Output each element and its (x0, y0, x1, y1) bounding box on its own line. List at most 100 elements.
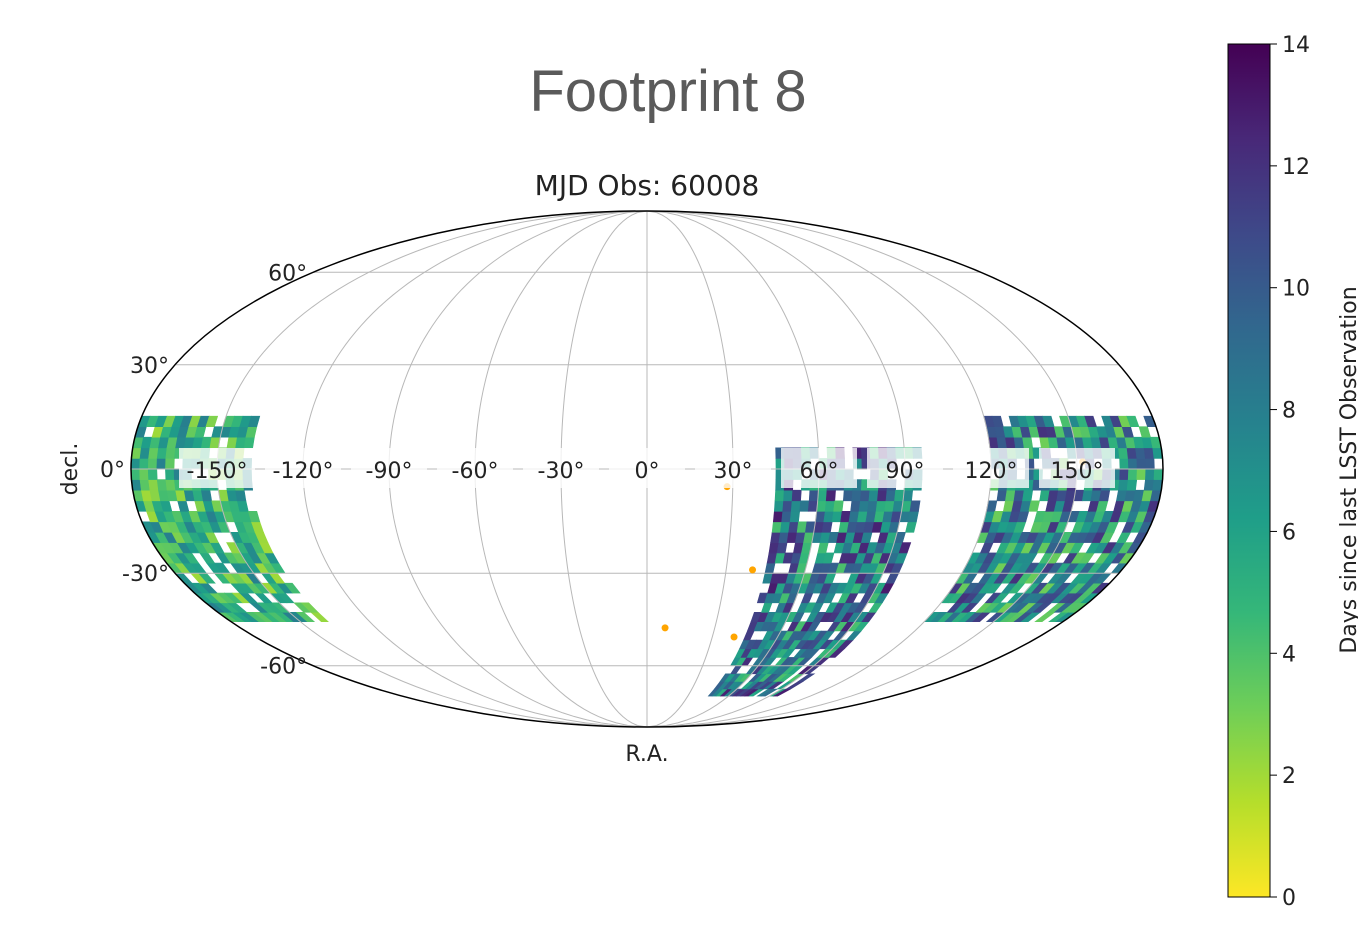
heatmap-cell (165, 468, 175, 480)
sky-boundary (130, 210, 1164, 728)
heatmap-cell (800, 592, 814, 604)
heatmap-cell (868, 489, 879, 502)
ra-tick-label: 120° (965, 459, 1018, 484)
heatmap-cell (817, 542, 829, 554)
colorbar-tick-label: 10 (1282, 277, 1310, 302)
ra-tick-label: 150° (1051, 459, 1104, 484)
heatmap-cell (799, 500, 810, 512)
dec-tick-label: -30° (122, 562, 169, 587)
heatmap-cell (807, 500, 819, 512)
heatmap-cell (1119, 458, 1129, 470)
figure-title: Footprint 8 (529, 59, 807, 124)
ra-tick-label: 0° (635, 459, 660, 484)
heatmap-cell (776, 542, 788, 554)
heatmap-cell (842, 489, 854, 502)
heatmap-cell (867, 500, 878, 512)
ra-tick-box (609, 448, 685, 488)
heatmap-cell (907, 510, 919, 523)
ra-tick-box (867, 448, 943, 488)
colorbar-ticks: 0 2 4 6 8 10 12 14 (1270, 33, 1310, 911)
heatmap-cell (1153, 468, 1163, 480)
ra-tick-label: 30° (714, 459, 753, 484)
heatmap-cell (1127, 468, 1138, 480)
heatmap-cell (845, 630, 862, 641)
heatmap-cell (833, 500, 844, 512)
heatmap-cell (300, 602, 319, 613)
colorbar-tick-label: 6 (1282, 520, 1296, 545)
heatmap-cell (165, 479, 176, 491)
y-axis-label: decl. (58, 443, 83, 496)
ra-tick-label: -90° (366, 459, 413, 484)
heatmap-cell (816, 500, 827, 512)
heatmap-cell (730, 665, 743, 675)
ra-tick-box (265, 448, 341, 488)
dec-tick-label: -60° (260, 655, 307, 680)
heatmap-cell (1022, 436, 1034, 449)
heatmap-cell (851, 489, 862, 502)
chart-subtitle: MJD Obs: 60008 (535, 169, 760, 202)
heatmap-cell (165, 458, 175, 470)
heatmap-cell (1143, 447, 1155, 459)
heatmap-cell (148, 447, 159, 459)
heatmap-cell (885, 489, 896, 502)
colorbar-tick-label: 8 (1282, 399, 1296, 424)
heatmap-cell (235, 489, 247, 502)
heatmap-cell (1145, 458, 1155, 470)
marker-point (661, 624, 669, 632)
heatmap-cell (774, 489, 785, 502)
heatmap-cell (782, 500, 793, 512)
colorbar-tick-label: 0 (1282, 886, 1296, 911)
heatmap-cell (165, 447, 176, 459)
ra-tick-box (437, 448, 513, 488)
ra-tick-labels: -150° -120° -90° -60° -30° 0° 30° 60° 90° 120° 150… (179, 448, 1115, 488)
ra-tick-label: -30° (538, 459, 585, 484)
heatmap-cell (797, 673, 816, 682)
x-axis-label: R.A. (625, 742, 668, 767)
marker-point (730, 633, 738, 641)
heatmap-cell (1136, 468, 1147, 480)
heatmap-cell (781, 510, 792, 523)
heatmap-cell (858, 500, 870, 512)
heatmap-cell (808, 489, 819, 502)
heatmap-cell (1145, 468, 1155, 480)
ra-tick-box (179, 448, 255, 488)
ra-tick-label: -150° (187, 459, 248, 484)
heatmap-cell (1116, 531, 1132, 543)
dec-tick-label: 30° (130, 354, 169, 379)
colorbar-tick-label: 4 (1282, 642, 1296, 667)
heatmap-cell (139, 468, 149, 480)
colorbar-tick-label: 12 (1282, 155, 1310, 180)
ra-tick-box (1039, 448, 1115, 488)
heatmap-cell (898, 542, 912, 554)
heatmap-cell (743, 630, 755, 641)
heatmap-cell (789, 510, 801, 523)
marker-point (749, 566, 757, 574)
heatmap-cell (295, 611, 316, 623)
heatmap-cell (139, 458, 149, 470)
heatmap-cell (247, 415, 261, 428)
heatmap-cell (147, 468, 158, 480)
heatmap-cell (1110, 562, 1129, 574)
heatmap-cell (1022, 489, 1034, 502)
heatmap-cell (131, 468, 141, 480)
ra-tick-box (523, 448, 599, 488)
colorbar (1227, 43, 1271, 898)
heatmap-cell (147, 458, 158, 470)
ra-tick-box (695, 448, 771, 488)
heatmap-cell (139, 447, 151, 459)
ra-tick-box (781, 448, 857, 488)
ra-tick-box (351, 448, 427, 488)
heatmap-cell (247, 510, 261, 523)
heatmap-cell (1127, 458, 1138, 470)
heatmap-cell (1138, 426, 1151, 438)
dec-tick-label: 60° (268, 261, 307, 286)
ra-tick-label: -60° (452, 459, 499, 484)
heatmap-cell (1143, 479, 1155, 491)
colorbar-tick-label: 14 (1282, 33, 1310, 58)
heatmap-cell (1118, 479, 1129, 491)
heatmap-cell (1135, 447, 1146, 459)
heatmap-cell (139, 479, 151, 491)
heatmap-cell (1136, 458, 1147, 470)
heatmap-cell (1098, 489, 1111, 502)
colorbar-label: Days since last LSST Observation (1337, 286, 1358, 653)
